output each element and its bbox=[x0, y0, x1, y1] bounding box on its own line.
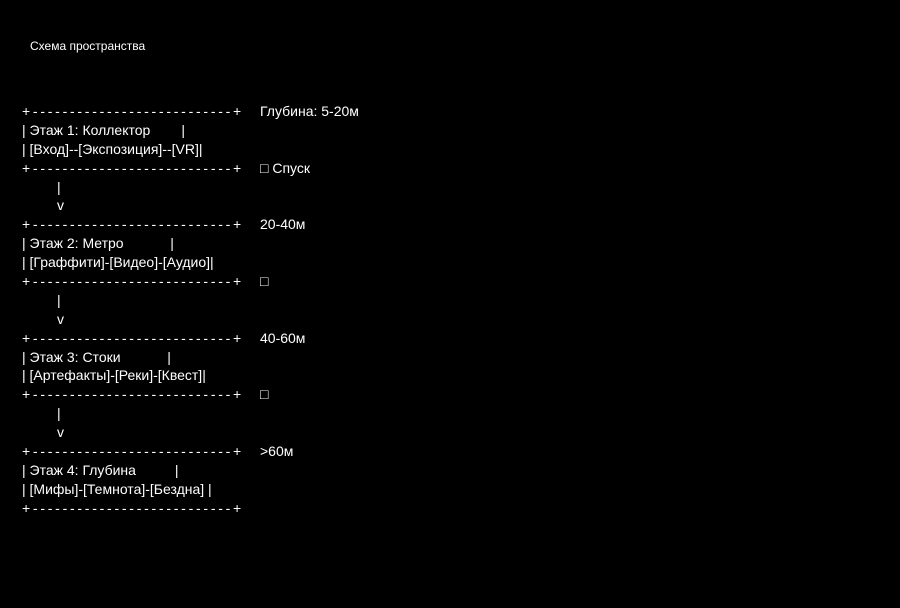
box-border: +---------------------------+ bbox=[22, 216, 244, 233]
box-content: | [Вход]--[Экспозиция]--[VR]| bbox=[22, 140, 203, 157]
depth-label: □ Спуск bbox=[260, 159, 311, 176]
depth-label: □ bbox=[260, 273, 269, 290]
depth-label: Глубина: 5-20м bbox=[260, 103, 359, 119]
box-content: | Этаж 2: Метро | bbox=[22, 235, 174, 252]
depth-label: >60м bbox=[260, 443, 294, 460]
box-content: | [Граффити]-[Видео]-[Аудио]| bbox=[22, 254, 214, 271]
page-title: Схема пространства bbox=[30, 39, 146, 53]
depth-label: 40-60м bbox=[260, 329, 306, 346]
box-border: +---------------------------+ bbox=[22, 499, 244, 516]
box-content: v bbox=[22, 310, 65, 327]
box-border: +---------------------------+ bbox=[22, 386, 244, 403]
box-content: v bbox=[22, 197, 65, 214]
depth-label: 20-40м bbox=[260, 216, 306, 233]
box-border: +---------------------------+ bbox=[22, 273, 244, 290]
box-content: | Этаж 4: Глубина | bbox=[22, 461, 179, 478]
box-content: v bbox=[22, 424, 65, 441]
box-border: +---------------------------+ bbox=[22, 443, 244, 460]
box-content: | bbox=[22, 405, 61, 422]
box-border: +---------------------------+ bbox=[22, 103, 244, 119]
box-content: | bbox=[22, 291, 61, 308]
depth-label: □ bbox=[260, 386, 269, 403]
box-content: | [Артефакты]-[Реки]-[Квест]| bbox=[22, 367, 206, 384]
box-content: | Этаж 1: Коллектор | bbox=[22, 121, 186, 138]
box-border: +---------------------------+ bbox=[22, 159, 244, 176]
box-content: | bbox=[22, 178, 61, 195]
box-content: | [Мифы]-[Темнота]-[Бездна] | bbox=[22, 480, 212, 497]
box-border: +---------------------------+ bbox=[22, 329, 244, 346]
box-content: | Этаж 3: Стоки | bbox=[22, 348, 171, 365]
